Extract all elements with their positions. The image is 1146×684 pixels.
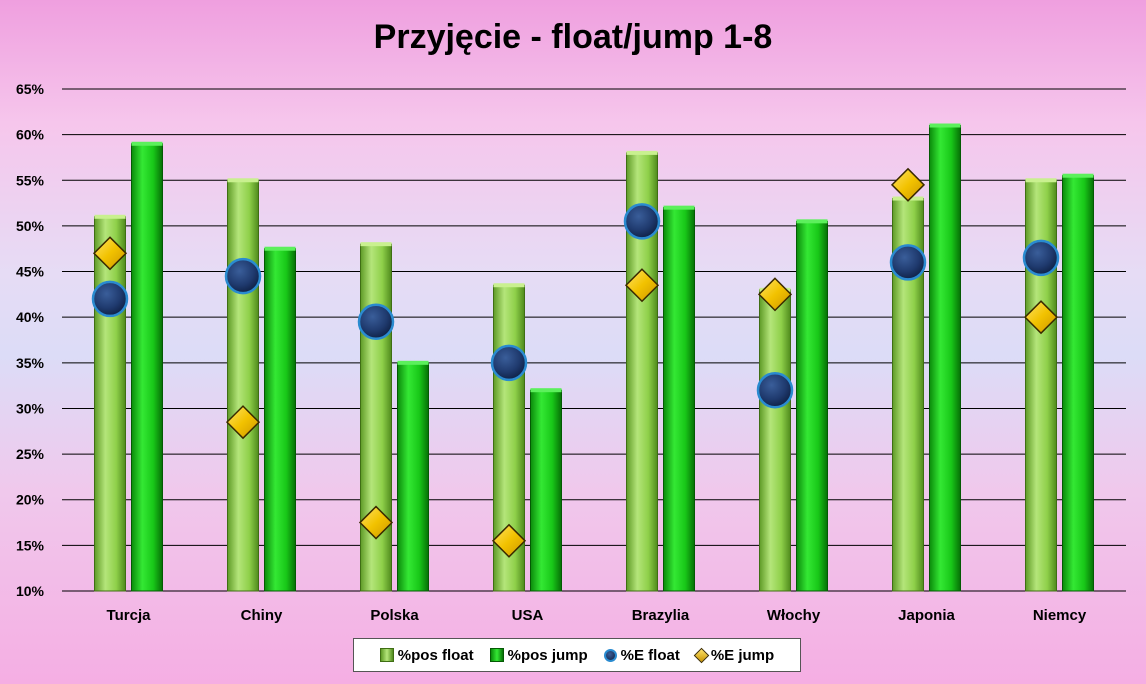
bar-cap bbox=[131, 141, 163, 146]
bar-cap bbox=[397, 360, 429, 365]
bar-cap bbox=[929, 123, 961, 128]
marker-e-float bbox=[224, 257, 262, 295]
marker-e-float bbox=[357, 303, 395, 340]
legend-swatch bbox=[489, 648, 504, 662]
y-tick-label: 45% bbox=[16, 264, 45, 280]
bar-cap bbox=[94, 214, 126, 219]
bar-cap bbox=[663, 205, 695, 210]
legend-item: %pos jump bbox=[489, 646, 588, 664]
legend-item: %pos float bbox=[379, 646, 474, 664]
y-tick-label: 35% bbox=[16, 355, 45, 371]
bar-pos-jump bbox=[796, 220, 828, 592]
bar-cap bbox=[796, 219, 828, 224]
x-category-label: USA bbox=[512, 607, 544, 624]
x-category-label: Polska bbox=[370, 607, 419, 624]
bar-cap bbox=[1025, 178, 1057, 183]
bar-pos-jump bbox=[530, 389, 562, 592]
marker-e-float bbox=[889, 244, 927, 281]
legend-label: %pos jump bbox=[507, 646, 588, 664]
marker-e-float bbox=[756, 371, 794, 409]
legend-label: %E float bbox=[620, 646, 680, 664]
marker-e-jump bbox=[491, 523, 527, 558]
bar-pos-jump bbox=[1062, 175, 1094, 592]
bar-pos-jump bbox=[929, 125, 961, 592]
bar-pos-jump bbox=[397, 362, 429, 592]
marker-e-jump bbox=[358, 505, 394, 540]
bar-cap bbox=[1062, 173, 1094, 178]
x-category-label: Brazylia bbox=[632, 607, 690, 624]
y-tick-label: 65% bbox=[16, 81, 45, 97]
chart-title: Przyjęcie - float/jump 1-8 bbox=[373, 18, 773, 56]
y-tick-label: 60% bbox=[16, 127, 45, 143]
legend-item: %E float bbox=[603, 646, 680, 664]
bar-pos-float bbox=[227, 179, 259, 592]
legend-swatch bbox=[603, 648, 617, 662]
x-category-label: Niemcy bbox=[1033, 607, 1087, 624]
marker-e-float bbox=[490, 344, 528, 382]
bar-pos-float bbox=[94, 216, 126, 592]
bar-cap bbox=[360, 242, 392, 247]
x-category-label: Turcja bbox=[107, 607, 152, 624]
marker-e-float bbox=[91, 280, 129, 318]
y-tick-label: 40% bbox=[16, 309, 45, 325]
bar-cap bbox=[493, 283, 525, 288]
x-category-label: Włochy bbox=[767, 607, 821, 624]
legend-label: %pos float bbox=[397, 646, 474, 664]
y-tick-label: 20% bbox=[16, 492, 45, 508]
bar-pos-jump bbox=[264, 248, 296, 592]
x-category-label: Japonia bbox=[898, 607, 955, 624]
y-tick-label: 15% bbox=[16, 537, 45, 553]
bar-cap bbox=[626, 150, 658, 155]
marker-e-jump bbox=[624, 268, 660, 303]
marker-e-float bbox=[1022, 239, 1060, 277]
marker-e-jump bbox=[1023, 300, 1059, 335]
bar-cap bbox=[530, 388, 562, 393]
legend-item: %E jump bbox=[693, 646, 775, 664]
bar-pos-jump bbox=[131, 143, 163, 592]
y-tick-label: 30% bbox=[16, 400, 45, 416]
marker-e-jump bbox=[757, 277, 793, 312]
bar-pos-jump bbox=[663, 207, 695, 592]
y-tick-label: 50% bbox=[16, 218, 45, 234]
bar-pos-float bbox=[759, 289, 791, 592]
chart-legend: %pos float %pos jump %E float %E jump bbox=[353, 638, 801, 672]
y-tick-label: 55% bbox=[16, 172, 45, 188]
marker-e-float bbox=[623, 203, 661, 240]
y-tick-label: 25% bbox=[16, 446, 45, 462]
legend-swatch bbox=[693, 647, 710, 663]
legend-swatch bbox=[379, 648, 394, 662]
bar-cap bbox=[264, 246, 296, 251]
marker-e-jump bbox=[92, 236, 128, 271]
legend-label: %E jump bbox=[710, 646, 775, 664]
marker-e-jump bbox=[890, 167, 926, 202]
y-tick-label: 10% bbox=[16, 583, 45, 599]
x-category-label: Chiny bbox=[241, 607, 283, 624]
bar-cap bbox=[227, 178, 259, 183]
marker-e-jump bbox=[225, 405, 261, 440]
